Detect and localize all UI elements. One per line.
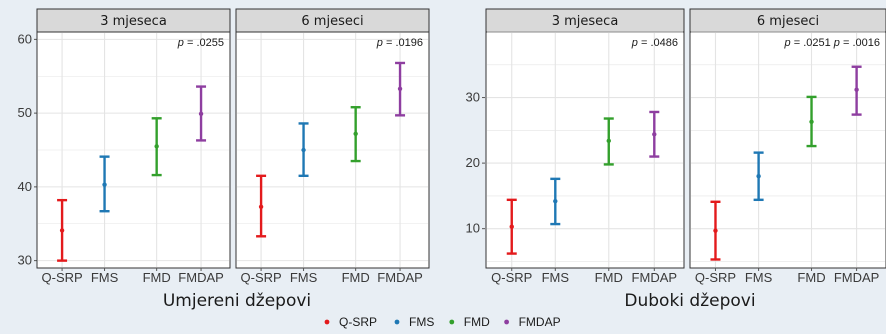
legend-label: Q-SRP xyxy=(339,315,377,329)
p-value: = .0255 xyxy=(184,37,224,49)
panel-strip-label: 6 mjeseci xyxy=(757,14,819,29)
mean-point-FMD xyxy=(809,119,814,125)
p-label: p xyxy=(784,37,791,49)
x-tick-label: FMS xyxy=(290,270,318,285)
y-tick-label: 30 xyxy=(18,253,32,268)
x-tick-label: FMDAP xyxy=(178,270,224,285)
y-tick-label: 40 xyxy=(18,179,32,194)
p-value-annotation: p = .0255 xyxy=(177,37,224,49)
x-tick-label: FMD xyxy=(595,270,623,285)
p-label: p xyxy=(833,37,840,49)
mean-point-FMDAP xyxy=(652,132,657,137)
x-tick-label: Q-SRP xyxy=(491,270,532,285)
legend-key-FMD xyxy=(449,319,455,325)
p-label: p xyxy=(631,37,638,49)
y-tick-label: 30 xyxy=(466,90,480,105)
group-title: Umjereni džepovi xyxy=(163,291,311,311)
mean-point-Q-SRP xyxy=(713,228,718,233)
x-tick-label: Q-SRP xyxy=(241,270,282,285)
mean-point-FMS xyxy=(553,198,558,204)
mean-point-FMD xyxy=(353,131,358,136)
mean-point-FMDAP xyxy=(397,86,403,91)
p-value-annotation: p = .0486 xyxy=(631,37,678,49)
legend-key-FMDAP xyxy=(504,319,509,325)
x-tick-label: FMDAP xyxy=(632,270,678,285)
legend-label: FMDAP xyxy=(519,315,561,329)
p-value-annotation: p = .0196 xyxy=(376,37,423,49)
y-tick-label: 20 xyxy=(466,155,480,170)
panel-strip-label: 6 mjeseci xyxy=(301,14,363,29)
p-value: = .0196 xyxy=(383,37,423,49)
mean-point-Q-SRP xyxy=(258,204,264,209)
y-tick-label: 60 xyxy=(18,31,32,46)
x-tick-label: FMDAP xyxy=(377,270,423,285)
mean-point-FMS xyxy=(102,182,107,187)
panel-1: 3 mjeseca Q-SRP FMS FMD FMDAP p = .0486 xyxy=(485,8,685,285)
p-value: = .0016 xyxy=(840,37,880,49)
mean-point-FMS xyxy=(756,174,761,179)
x-tick-label: Q-SRP xyxy=(42,270,83,285)
mean-point-FMS xyxy=(301,147,306,153)
x-tick-label: FMDAP xyxy=(834,270,880,285)
x-tick-label: FMD xyxy=(342,270,370,285)
group-title: Duboki džepovi xyxy=(624,291,755,311)
legend-key-FMS xyxy=(394,319,400,325)
x-tick-label: FMS xyxy=(91,270,119,285)
legend-key-Q-SRP xyxy=(324,319,330,325)
mean-point-FMD xyxy=(606,138,611,144)
legend-label: FMS xyxy=(409,315,434,329)
legend-label: FMD xyxy=(464,315,490,329)
x-tick-label: FMS xyxy=(542,270,570,285)
mean-point-FMD xyxy=(154,144,159,149)
panel-1: 3 mjeseca Q-SRP FMS FMD FMDAP p = .0255 xyxy=(36,8,231,285)
panel-2: 6 mjeseci Q-SRP FMS FMD FMDAP p = .0251 p = .… xyxy=(689,8,886,285)
p-value-annotation: p = .0251 p = .0016 xyxy=(784,37,880,49)
mean-point-FMDAP xyxy=(198,111,204,117)
p-value: = .0486 xyxy=(638,37,678,49)
x-tick-label: FMD xyxy=(797,270,825,285)
p-value: = .0251 xyxy=(791,37,831,49)
panel-strip-label: 3 mjeseca xyxy=(552,14,619,29)
p-label: p xyxy=(177,37,184,49)
mean-point-Q-SRP xyxy=(509,224,514,229)
mean-point-FMDAP xyxy=(854,87,859,92)
mean-point-Q-SRP xyxy=(59,228,65,233)
y-tick-label: 10 xyxy=(466,221,480,236)
x-tick-label: Q-SRP xyxy=(695,270,736,285)
panel-strip-label: 3 mjeseca xyxy=(100,14,167,29)
y-tick-label: 50 xyxy=(18,105,32,120)
p-label: p xyxy=(376,37,383,49)
x-tick-label: FMS xyxy=(745,270,773,285)
x-tick-label: FMD xyxy=(143,270,171,285)
legend: Q-SRP FMS FMD FMDAP xyxy=(324,315,561,329)
panel-2: 6 mjeseci Q-SRP FMS FMD FMDAP p = .0196 xyxy=(235,8,430,285)
